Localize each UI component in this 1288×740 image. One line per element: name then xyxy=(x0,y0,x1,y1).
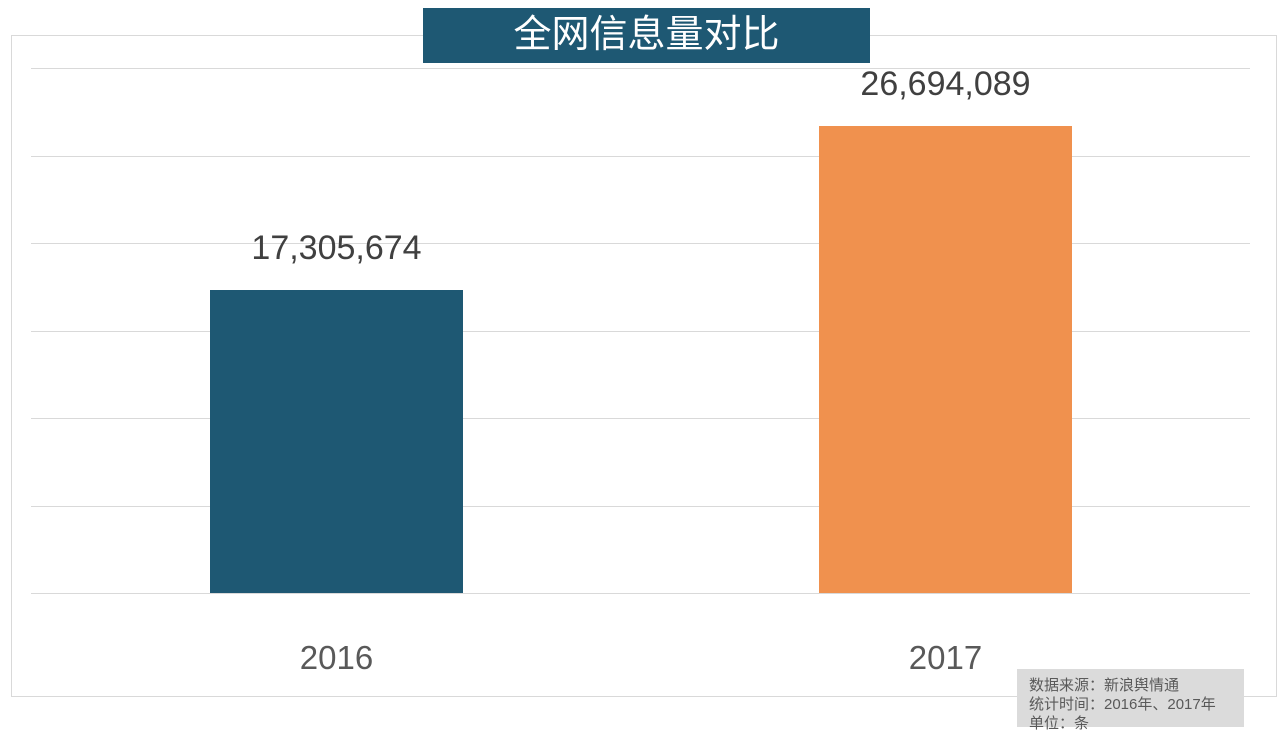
data-source-box: 数据来源：新浪舆情通 统计时间：2016年、2017年 单位：条 xyxy=(1017,669,1244,732)
value-label-2017: 26,694,089 xyxy=(860,65,1031,103)
stat-time-line: 统计时间：2016年、2017年 xyxy=(1029,696,1216,713)
gridline xyxy=(31,506,1250,507)
category-label-2016: 2016 xyxy=(299,639,374,676)
value-label-2016: 17,305,674 xyxy=(251,229,422,267)
plot-area-border xyxy=(11,35,1277,697)
gridline xyxy=(31,418,1250,419)
gridline xyxy=(31,331,1250,332)
gridline xyxy=(31,593,1250,594)
category-label-2017: 2017 xyxy=(908,639,983,676)
chart-title-banner: 全网信息量对比 xyxy=(423,8,870,63)
unit-line: 单位：条 xyxy=(1029,715,1090,732)
bar-2016 xyxy=(210,290,463,593)
gridline xyxy=(31,156,1250,157)
gridline xyxy=(31,243,1250,244)
data-source-line: 数据来源：新浪舆情通 xyxy=(1029,677,1180,694)
gridline xyxy=(31,68,1250,69)
chart-title: 全网信息量对比 xyxy=(513,14,780,56)
bar-2017 xyxy=(819,126,1072,593)
